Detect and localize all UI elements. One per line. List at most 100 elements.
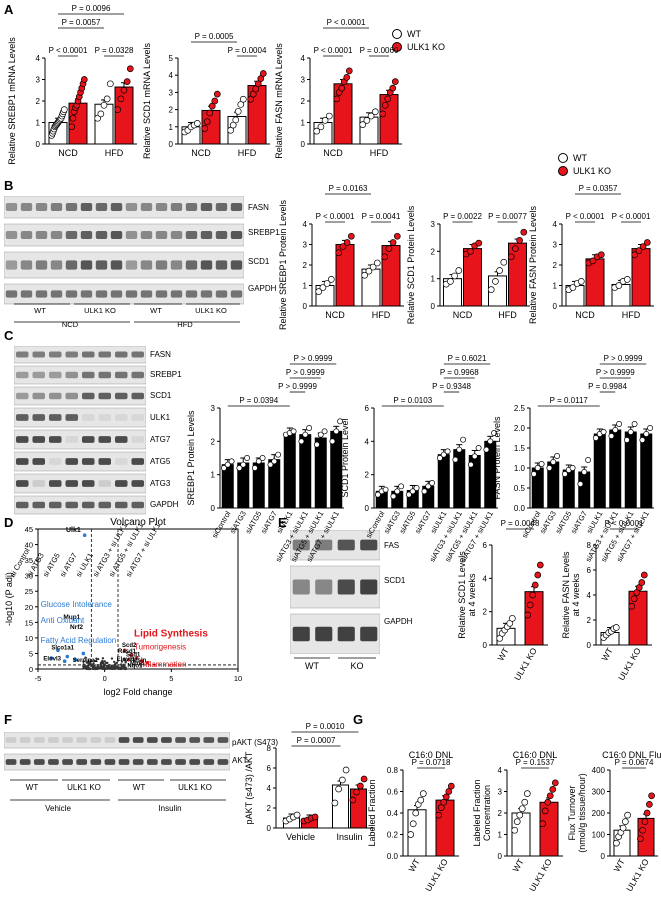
y-tick-label: 200 — [592, 809, 606, 818]
data-point — [624, 811, 631, 819]
blot-band — [125, 260, 138, 270]
data-point — [311, 813, 319, 821]
blot-band — [65, 203, 78, 211]
data-point — [511, 826, 519, 834]
data-point — [508, 614, 516, 622]
legend-ko-dot — [558, 165, 568, 176]
blot-band — [48, 371, 62, 379]
blot-band — [170, 231, 183, 239]
data-point — [193, 120, 201, 127]
blot-band — [175, 759, 186, 765]
volcano-point — [113, 660, 116, 664]
y-tick-label: 6 — [483, 541, 488, 550]
volcano-point — [82, 660, 85, 663]
blot-band — [125, 203, 138, 211]
blot-band — [140, 231, 153, 239]
x-tick-label: HFD — [498, 310, 517, 320]
blot-band — [337, 626, 355, 642]
y-tick-label: 0 — [29, 665, 33, 674]
blot-band — [315, 539, 333, 551]
data-point — [600, 429, 607, 435]
data-point — [491, 430, 498, 436]
data-point — [630, 595, 638, 603]
panel-label-b: B — [4, 178, 14, 193]
blot-band — [140, 290, 153, 298]
y-tick-label: 3 — [301, 76, 306, 85]
data-point — [373, 259, 381, 267]
blot-band — [48, 351, 62, 358]
p-value-label: P < 0.0001 — [314, 46, 353, 55]
x-tick-label: Insulin — [336, 832, 362, 842]
data-point — [628, 602, 636, 610]
p-value-label: P = 0.0077 — [488, 212, 527, 221]
data-point — [608, 433, 615, 439]
data-point — [114, 106, 122, 113]
volcano-annotation: Lipid Synthesis — [134, 628, 208, 639]
blot-band — [98, 414, 112, 421]
data-point — [347, 232, 355, 240]
data-point — [335, 785, 342, 793]
data-point — [240, 461, 247, 468]
p-value-label: P = 0.0007 — [297, 736, 336, 745]
x-tick-label: siControl — [210, 509, 233, 539]
blot-band — [98, 371, 112, 379]
blot-band — [114, 414, 128, 421]
blot-band — [110, 260, 123, 270]
y-axis-label: Relative SREBP1 mRNA Levels — [7, 37, 17, 165]
data-point — [407, 831, 415, 838]
p-value-label: P = 0.9348 — [432, 382, 471, 391]
y-tick-label: 4 — [553, 220, 558, 229]
data-point — [640, 571, 648, 579]
blot-strip — [14, 451, 146, 472]
y-tick-label: 3 — [303, 241, 308, 250]
blot-band — [65, 458, 79, 465]
blot-band — [90, 759, 102, 765]
y-axis-label-line: at 4 weeks — [467, 573, 477, 617]
data-point — [612, 427, 619, 433]
blot-e-group-ko: KO — [350, 661, 364, 671]
blot-band — [5, 260, 18, 270]
y-tick-label: 0.8 — [387, 766, 399, 775]
blot-band — [50, 203, 63, 211]
data-point — [643, 239, 651, 246]
blot-band — [35, 260, 48, 270]
chart-b2: 0 1 2 3 Relative SCD1 Protein Levels NCD HFD P … — [406, 205, 530, 324]
data-point — [335, 249, 343, 257]
data-point — [507, 253, 515, 261]
x-tick-label: NCD — [58, 148, 78, 158]
data-point — [255, 458, 262, 465]
blot-band — [292, 539, 310, 551]
y-tick-label: 45 — [25, 525, 33, 534]
p-value-label: P = 0.0718 — [412, 758, 451, 767]
blot-f-genotype-wt1: WT — [25, 783, 39, 792]
p-value-label: P = 0.0057 — [62, 18, 101, 27]
blot-band — [131, 501, 145, 509]
blot-band — [81, 436, 95, 443]
blot-band — [125, 290, 138, 298]
volcano-point — [122, 666, 126, 670]
blot-band — [5, 231, 18, 239]
data-point — [483, 446, 490, 453]
data-point — [512, 245, 519, 252]
y-tick-label: 0 — [601, 852, 606, 861]
y-tick-label: 3 — [431, 220, 436, 229]
x-tick-label: NCD — [323, 148, 343, 158]
blot-band — [98, 501, 112, 509]
data-point — [68, 123, 76, 131]
volcano-point — [99, 664, 103, 667]
y-tick-label: 8 — [267, 744, 272, 753]
data-point — [635, 247, 643, 254]
blot-c-band-label: ATG7 — [150, 434, 171, 444]
y-axis-label: Relative SCD1 Levelsat 4 weeks — [457, 551, 477, 639]
blot-strip — [14, 386, 146, 406]
blot-band — [48, 501, 62, 509]
y-tick-label: 3 — [169, 88, 174, 97]
data-point — [315, 288, 323, 295]
data-point — [639, 826, 646, 834]
y-axis-label: Relative SCD1 mRNA Levels — [142, 42, 152, 159]
y-axis-label-line: Labeled Fraction — [472, 779, 482, 846]
x-tick-label: HFD — [238, 148, 257, 158]
blot-band — [81, 414, 95, 421]
